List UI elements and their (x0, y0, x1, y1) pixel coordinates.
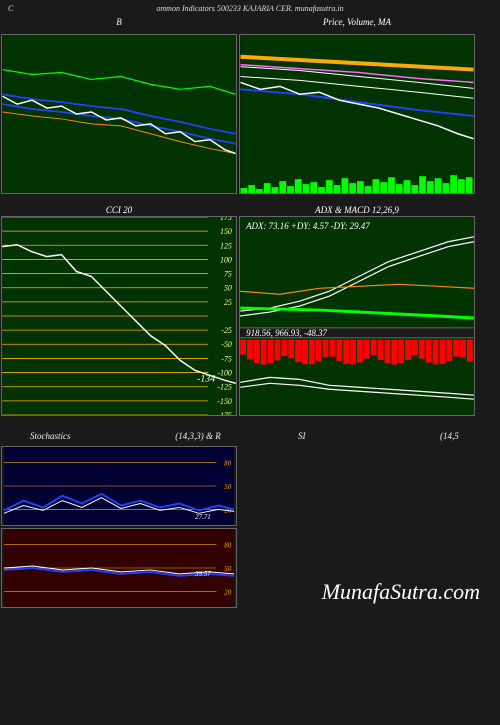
svg-text:150: 150 (220, 227, 232, 236)
ma-panel (239, 34, 475, 194)
svg-text:20: 20 (224, 589, 231, 596)
header-title: ommon Indicators 500233 KAJARIA CER. mun… (156, 4, 343, 13)
svg-text:50: 50 (224, 284, 232, 293)
svg-text:-125: -125 (217, 383, 232, 392)
svg-text:100: 100 (220, 255, 232, 264)
svg-text:50: 50 (224, 566, 231, 573)
bb-chart (2, 35, 236, 193)
stoch-chart: 20508027.71 (2, 447, 236, 525)
stoch-title-l: Stochastics (0, 431, 114, 441)
ma-chart (240, 35, 474, 193)
svg-text:-150: -150 (217, 397, 232, 406)
page-header: C ommon Indicators 500233 KAJARIA CER. m… (0, 0, 500, 17)
adx-chart: ADX: 73.16 +DY: 4.57 -DY: 29.47 918.56, 9… (240, 217, 474, 415)
stoch-panel: 20508027.71 (1, 446, 237, 526)
cci-panel: -175 -150 -125 -100 -75 -50 -25 25 50 75 100 125 150… (1, 216, 237, 416)
header-left: C (8, 4, 13, 13)
cci-title: CCI 20 (0, 205, 238, 215)
svg-text:125: 125 (220, 241, 232, 250)
bb-title: B (0, 17, 238, 33)
svg-text:39.57: 39.57 (194, 571, 211, 578)
svg-text:80: 80 (224, 461, 231, 468)
svg-text:-134: -134 (197, 373, 215, 384)
svg-text:25: 25 (224, 298, 232, 307)
cci-chart: -175 -150 -125 -100 -75 -50 -25 25 50 75 100 125 150… (2, 217, 236, 415)
svg-text:-50: -50 (221, 340, 232, 349)
rsi-chart: 20 50 80 39.57 (2, 529, 236, 607)
adx-panel: ADX: 73.16 +DY: 4.57 -DY: 29.47 918.56, 9… (239, 216, 475, 416)
adx-title: ADX & MACD 12,26,9 (238, 205, 476, 215)
svg-text:27.71: 27.71 (195, 514, 210, 521)
rsi-panel: 20 50 80 39.57 (1, 528, 237, 608)
svg-text:ADX: 73.16 +DY: 4.57 -DY: 29: ADX: 73.16 +DY: 4.57 -DY: 29.47 (245, 221, 370, 231)
ma-title: Price, Volume, MA (238, 17, 476, 33)
svg-text:-25: -25 (221, 326, 232, 335)
stoch-title-r: (14,3,3) & R (116, 431, 230, 441)
svg-text:-75: -75 (221, 354, 232, 363)
svg-text:175: 175 (220, 217, 232, 222)
svg-text:80: 80 (224, 543, 231, 550)
empty-cell-2 (238, 527, 476, 609)
chart-grid: B Price, Volume, MA CCI 20 ADX & MACD 12… (0, 17, 500, 609)
svg-text:918.56, 966.93, -48.37: 918.56, 966.93, -48.37 (246, 328, 327, 338)
rsi-title-r: (14,5 (354, 431, 468, 441)
bb-panel (1, 34, 237, 194)
svg-text:75: 75 (224, 270, 232, 279)
empty-cell (238, 445, 476, 527)
svg-text:-175: -175 (217, 411, 232, 415)
svg-text:-100: -100 (217, 369, 232, 378)
rsi-title-l: SI (238, 431, 352, 441)
svg-text:50: 50 (224, 484, 231, 491)
